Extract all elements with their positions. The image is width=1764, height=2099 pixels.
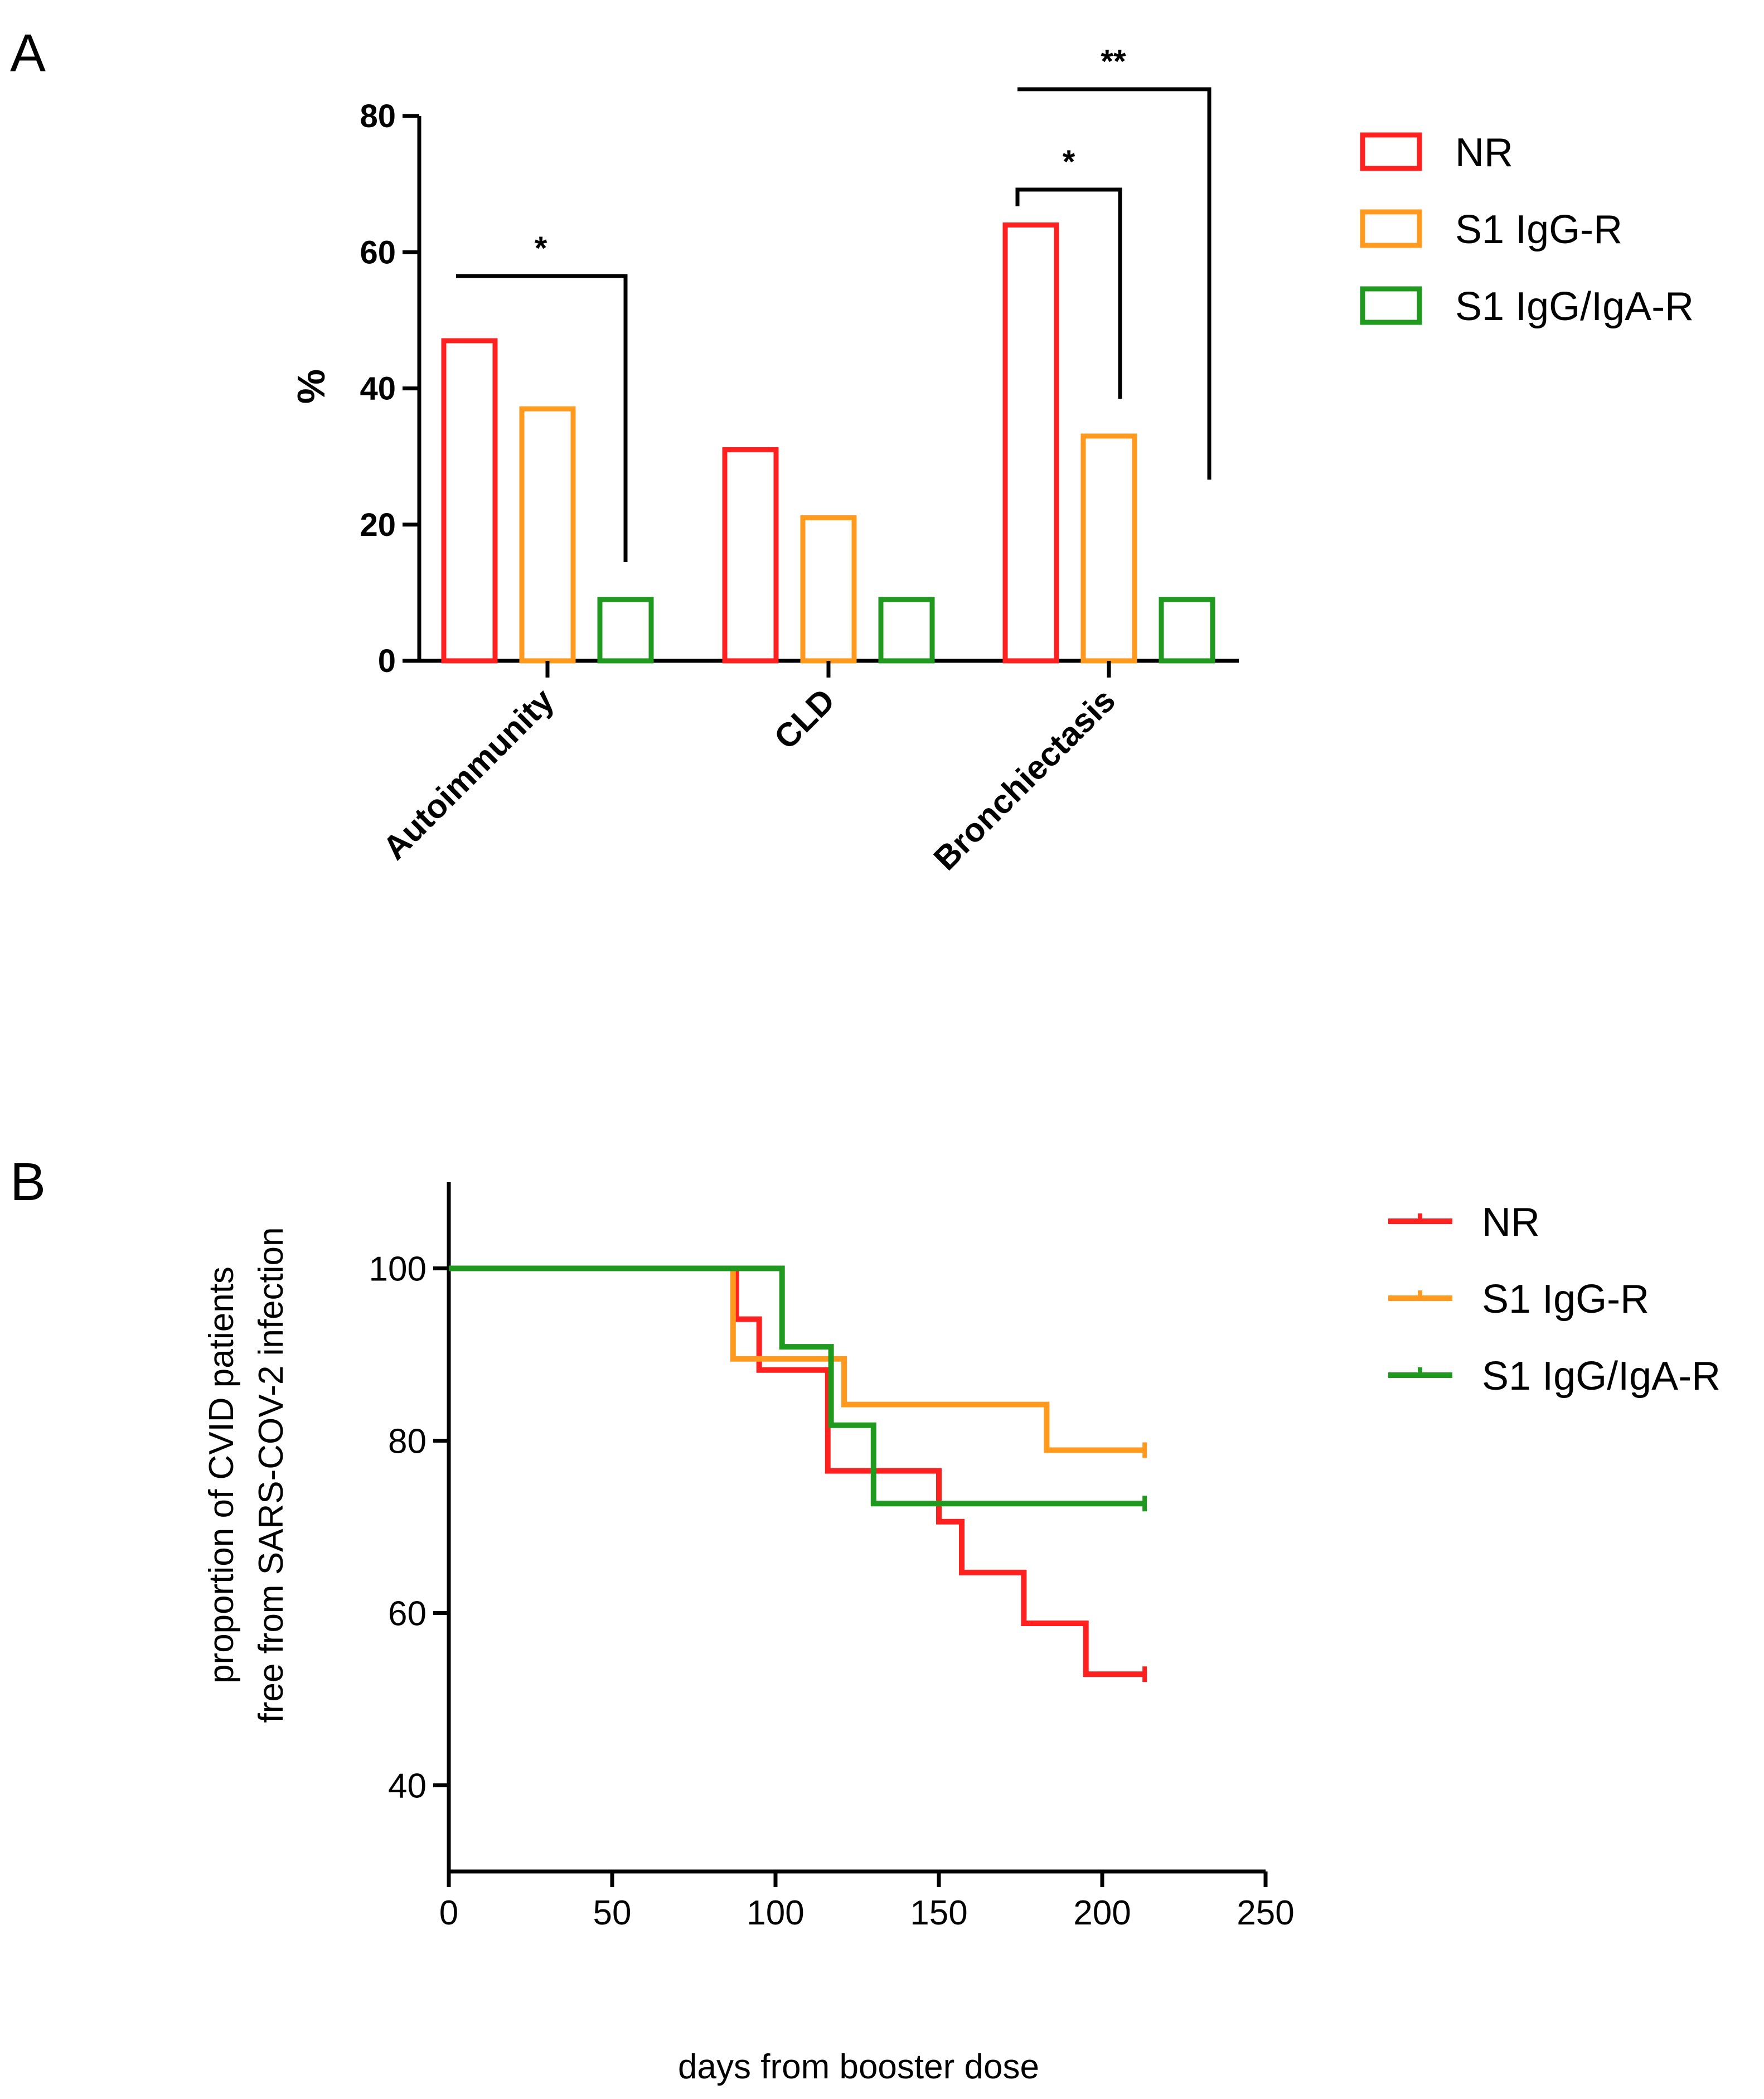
bar-autoimmunity-s1-igg-r <box>519 406 576 664</box>
x-tick-label-b: 250 <box>1237 1894 1294 1932</box>
panel-a-letter: A <box>10 23 46 83</box>
legend-swatch-s1-igg-r <box>1360 209 1422 248</box>
y-tick-label-a: 20 <box>360 507 396 543</box>
x-axis-title-b: days from booster dose <box>678 2048 1039 2086</box>
legend-swatch-s1-igg-iga-r <box>1360 286 1422 325</box>
significance-bracket <box>456 274 628 562</box>
panel-b-letter: B <box>10 1152 46 1212</box>
y-tick-label-a: 80 <box>360 98 396 134</box>
legend-label-s1-igg-r: S1 IgG-R <box>1455 207 1622 252</box>
legend-label-nr: NR <box>1455 130 1513 175</box>
bar-bronchiectasis-nr <box>1002 222 1059 664</box>
y-tick-label-a: 40 <box>360 371 396 407</box>
legend-label-b-s1-igg-r: S1 IgG-R <box>1482 1277 1649 1322</box>
significance-bracket <box>1017 87 1211 480</box>
y-tick-label-b: 60 <box>388 1595 427 1633</box>
series-line-nr <box>449 1265 1145 1677</box>
x-tick-label-b: 100 <box>747 1894 804 1932</box>
legend-label-b-nr: NR <box>1482 1200 1540 1245</box>
y-tick-label-b: 80 <box>388 1423 427 1461</box>
category-label-cld: CLD <box>767 681 842 757</box>
y-tick-label-a: 60 <box>360 234 396 270</box>
y-axis-title-a: % <box>289 369 333 404</box>
significance-label: * <box>1063 144 1075 180</box>
series-line-s1-igg-iga-r <box>449 1265 1145 1507</box>
y-tick-label-a: 0 <box>378 643 396 679</box>
series-line-s1-igg-r <box>449 1265 1145 1453</box>
bar-bronchiectasis-s1-igg-iga-r <box>1159 597 1215 664</box>
bar-chart-a: 0 20 40 60 80% Autoimmunity CLD Bronchiectasis *… <box>289 43 1694 877</box>
x-tick-label-b: 200 <box>1073 1894 1131 1932</box>
category-label-autoimmunity: Autoimmunity <box>376 681 561 867</box>
significance-label: * <box>535 230 547 267</box>
y-tick-label-b: 40 <box>388 1767 427 1806</box>
bar-cld-s1-igg-r <box>800 515 857 664</box>
legend-swatch-nr <box>1360 132 1422 171</box>
bar-bronchiectasis-s1-igg-r <box>1080 433 1137 664</box>
legend-label-b-s1-igg-iga-r: S1 IgG/IgA-R <box>1482 1354 1721 1399</box>
significance-label: ** <box>1101 43 1126 80</box>
survival-chart-b: 40 60 80 100 0 50 100 150 200 250 days from booste… <box>202 1182 1721 2086</box>
x-tick-label-b: 0 <box>439 1894 458 1932</box>
bar-autoimmunity-s1-igg-iga-r <box>597 597 654 664</box>
category-label-bronchiectasis: Bronchiectasis <box>927 681 1123 878</box>
y-tick-label-b: 100 <box>369 1250 427 1289</box>
bar-autoimmunity-nr <box>441 338 498 664</box>
x-tick-label-b: 50 <box>593 1894 632 1932</box>
y-axis-title-b-line2: free from SARS-COV-2 infection <box>252 1227 290 1723</box>
bar-cld-nr <box>722 447 779 664</box>
x-tick-label-b: 150 <box>910 1894 967 1932</box>
bar-cld-s1-igg-iga-r <box>878 597 935 664</box>
y-axis-title-b-line1: proportion of CVID patients <box>202 1266 241 1684</box>
significance-bracket <box>1015 187 1122 399</box>
legend-label-s1-igg-iga-r: S1 IgG/IgA-R <box>1455 284 1694 329</box>
